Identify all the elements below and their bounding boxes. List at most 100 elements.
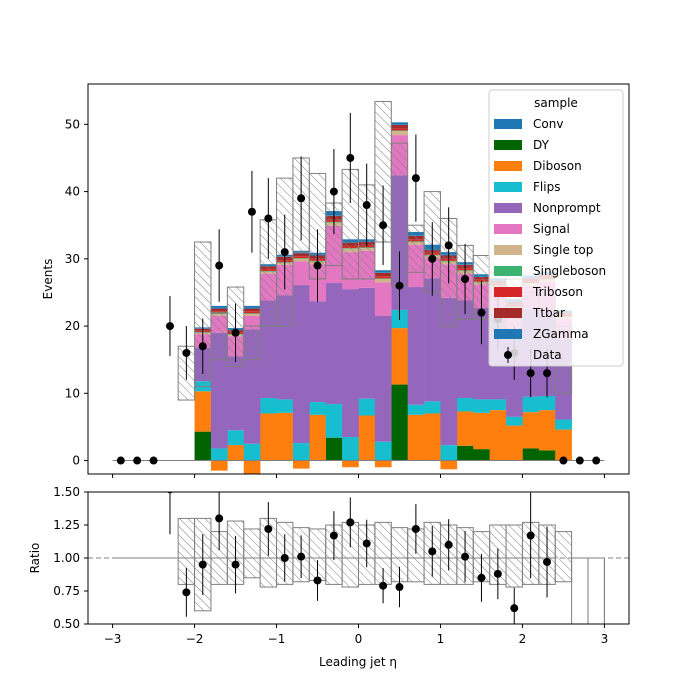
- legend-label: Data: [533, 348, 562, 362]
- bar: [210, 308, 228, 312]
- bar: [243, 313, 261, 316]
- bar: [292, 258, 310, 259]
- data-point: [346, 153, 355, 162]
- legend-label: Nonprompt: [533, 201, 601, 215]
- ratio-panel: 0.50 0.75 1.00 1.25 1.50 −3 −2 −1 0 1 2 3 Ratio Le…: [28, 485, 630, 669]
- bar: [374, 278, 392, 279]
- ratio-x-ticks: −3 −2 −1 0 1 2 3: [104, 624, 608, 646]
- bar: [506, 425, 523, 461]
- band-bin: [407, 224, 425, 273]
- bar: [292, 261, 310, 286]
- data-point: [329, 187, 338, 196]
- bar: [243, 313, 261, 314]
- bar: [194, 391, 212, 432]
- tick-label: 1.50: [53, 485, 80, 499]
- legend-marker: [504, 351, 512, 359]
- ratio-point: [362, 539, 371, 548]
- tick-label: 10: [65, 386, 80, 400]
- band-bin: [210, 312, 228, 361]
- legend-label: Ttbar: [532, 306, 565, 320]
- bar: [325, 404, 343, 438]
- legend-swatch: [494, 266, 522, 276]
- bar: [210, 448, 228, 461]
- bar: [292, 253, 310, 257]
- legend-swatch: [494, 329, 522, 339]
- tick-label: −2: [186, 632, 204, 646]
- main-data-points: [116, 112, 601, 465]
- bar: [210, 332, 228, 449]
- data-point: [477, 308, 486, 317]
- legend-label: Diboson: [533, 159, 582, 173]
- bar: [374, 272, 392, 273]
- ratio-point: [493, 569, 502, 578]
- tick-label: 0.75: [53, 584, 80, 598]
- ratio-y-ticks: 0.50 0.75 1.00 1.25 1.50: [53, 485, 88, 631]
- bar: [473, 449, 490, 461]
- bar: [227, 430, 245, 446]
- bar: [522, 412, 540, 449]
- bar: [194, 431, 212, 461]
- ratio-point: [182, 588, 191, 597]
- data-point: [215, 261, 224, 270]
- tick-label: −1: [268, 632, 286, 646]
- data-point: [575, 456, 584, 465]
- bar: [292, 256, 310, 259]
- bar: [456, 300, 474, 399]
- bar: [260, 413, 277, 461]
- bar: [391, 130, 408, 132]
- ratio-uncertainty-band: [112, 517, 605, 624]
- bar: [522, 396, 540, 413]
- bar: [325, 437, 343, 461]
- bar: [309, 414, 327, 461]
- bar: [342, 437, 359, 461]
- legend-swatch: [494, 182, 522, 192]
- bar: [342, 289, 359, 438]
- bar: [292, 285, 310, 444]
- legend: sample Conv DY Diboson Flips Nonprompt Signal S…: [488, 89, 624, 367]
- legend-label: ZGamma: [533, 327, 589, 341]
- data-point: [526, 369, 535, 378]
- data-point: [231, 328, 240, 337]
- legend-box: [488, 89, 624, 367]
- bar: [391, 124, 408, 126]
- tick-label: 0: [72, 454, 80, 468]
- data-point: [395, 281, 404, 290]
- data-point: [444, 241, 453, 250]
- bar: [374, 276, 392, 279]
- bar: [407, 414, 425, 461]
- bar: [210, 305, 228, 308]
- legend-swatch: [494, 119, 522, 129]
- bar: [473, 307, 490, 400]
- data-point: [362, 201, 371, 210]
- bar: [440, 297, 458, 446]
- bar: [210, 307, 228, 309]
- data-point: [379, 221, 388, 230]
- band-bin: [243, 325, 261, 361]
- ratio-point: [444, 540, 453, 549]
- ratio-band-bin: [587, 557, 605, 624]
- legend-label: DY: [533, 138, 550, 152]
- data-point: [198, 342, 207, 351]
- bar: [276, 412, 294, 461]
- legend-label: Single top: [533, 243, 593, 257]
- main-y-ticks: 0 10 20 30 40 50: [65, 117, 88, 468]
- bar: [407, 404, 425, 415]
- ratio-point: [329, 531, 338, 540]
- ratio-point: [543, 557, 552, 566]
- data-point: [116, 456, 125, 465]
- bar: [243, 307, 261, 309]
- bar: [538, 410, 556, 451]
- bar: [309, 301, 327, 403]
- bar: [342, 460, 359, 468]
- bar: [374, 315, 392, 442]
- ratio-data-points: [166, 492, 552, 624]
- bar: [325, 283, 343, 405]
- data-point: [182, 348, 191, 357]
- bar: [489, 399, 507, 411]
- legend-label: Flips: [533, 180, 560, 194]
- bar: [374, 460, 392, 468]
- tick-label: 2: [519, 632, 527, 646]
- bar: [391, 131, 408, 136]
- ratio-point: [510, 604, 519, 613]
